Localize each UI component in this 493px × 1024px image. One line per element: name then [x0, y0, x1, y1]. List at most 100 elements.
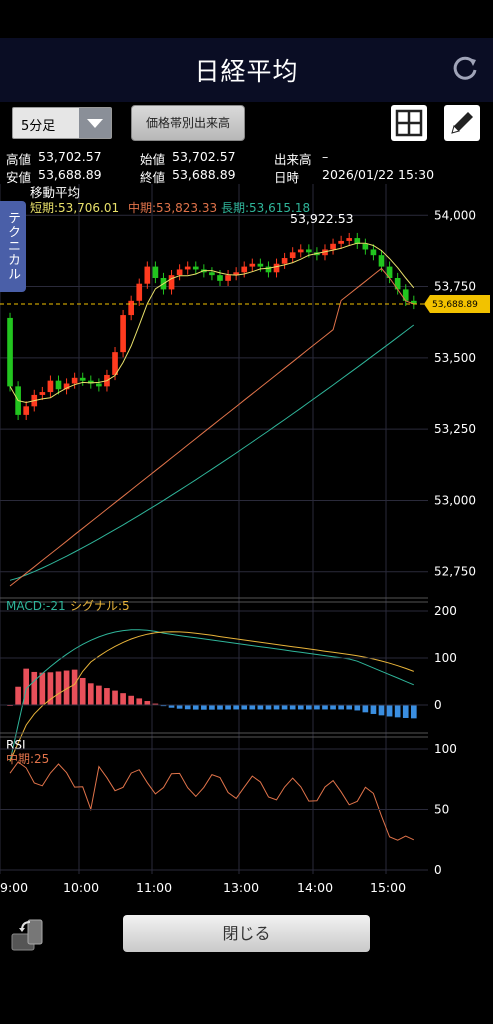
- candle-body: [112, 352, 118, 375]
- volume-profile-button[interactable]: 価格帯別出来高: [131, 105, 245, 141]
- macd-bar: [281, 705, 288, 710]
- macd-bar: [192, 705, 199, 710]
- candle-body: [209, 272, 215, 276]
- candle-body: [354, 238, 361, 244]
- y-tick-label: 53,000: [434, 493, 476, 507]
- macd-y-tick: 0: [434, 698, 442, 712]
- macd-bar: [386, 705, 393, 717]
- candle-body: [394, 278, 401, 290]
- x-axis: 9:00 10:00 11:00 13:00 14:00 15:00: [0, 880, 406, 894]
- technical-tab[interactable]: テクニカル: [0, 201, 26, 292]
- candle-body: [265, 266, 272, 273]
- y-tick-label: 53,250: [434, 422, 476, 436]
- macd-bar: [322, 705, 328, 710]
- rsi-line: [9, 761, 415, 841]
- candle-body: [144, 266, 151, 284]
- candle-body: [55, 380, 62, 390]
- open-value: 53,702.57: [172, 149, 236, 164]
- current-price-tag: 53,688.89: [424, 294, 490, 313]
- candle-body: [233, 272, 239, 276]
- candle-body: [168, 275, 175, 290]
- macd-y-tick: 200: [434, 604, 457, 618]
- macd-bar: [402, 705, 409, 718]
- refresh-icon[interactable]: [449, 52, 481, 84]
- chart-grid: [0, 184, 428, 874]
- macd-bar: [233, 705, 239, 710]
- candle-body: [136, 283, 143, 301]
- candle-body: [402, 289, 409, 301]
- candle-body: [386, 266, 393, 278]
- open-label: 始値: [140, 152, 166, 167]
- short-ma-label: 短期:53,706.01: [30, 201, 119, 215]
- current-price-tag-text: 53,688.89: [432, 300, 478, 310]
- macd-label: MACD:-21: [6, 599, 66, 613]
- interval-select-label: 5分足: [21, 119, 56, 134]
- macd-bar: [87, 683, 94, 705]
- macd-bar: [362, 705, 369, 713]
- page-title: 日経平均: [194, 57, 299, 86]
- rsi-y-tick: 50: [434, 803, 449, 817]
- candle-body: [63, 383, 70, 390]
- candle-body: [338, 240, 344, 244]
- macd-line: [9, 629, 414, 762]
- macd-bar: [257, 705, 264, 710]
- macd-bar: [15, 686, 21, 705]
- macd-bar: [306, 705, 312, 710]
- candle-body: [152, 266, 159, 278]
- macd-bar: [265, 705, 272, 710]
- macd-bar: [168, 705, 175, 708]
- candle-body: [330, 243, 336, 250]
- macd-bar: [354, 705, 361, 711]
- datetime-value: 2026/01/22 15:30: [322, 167, 435, 182]
- macd-bar: [144, 701, 151, 705]
- y-tick-label: 54,000: [434, 208, 476, 222]
- candle-body: [120, 315, 126, 353]
- macd-bar: [330, 705, 336, 710]
- candle-body: [241, 266, 248, 273]
- macd-bar: [104, 688, 110, 705]
- macd-y-axis: 200 100 0: [0, 604, 457, 712]
- rsi-mid-label: 中期:25: [6, 751, 49, 766]
- y-tick-label: 53,750: [434, 280, 476, 294]
- volume-label: 出来高: [274, 152, 312, 167]
- macd-signal-line: [9, 631, 414, 762]
- macd-bar: [346, 705, 353, 710]
- candle-body: [192, 266, 199, 270]
- chevron-down-icon: [79, 108, 111, 138]
- low-label: 安値: [6, 170, 32, 185]
- pencil-icon[interactable]: [444, 105, 480, 141]
- macd-bar: [370, 705, 377, 714]
- macd-bar: [249, 705, 256, 710]
- candle-body: [249, 263, 256, 267]
- macd-bar: [128, 695, 134, 705]
- candle-body: [257, 263, 264, 267]
- technical-tab-label: テクニカル: [5, 211, 20, 281]
- close-button[interactable]: 閉じる: [123, 915, 370, 952]
- mid-ma-label: 中期:53,823.33: [128, 200, 217, 215]
- long-ma-label: 長期:53,615.18: [221, 201, 310, 215]
- rsi-y-axis: 100 50 0: [0, 742, 457, 877]
- high-value: 53,702.57: [38, 149, 102, 164]
- macd-bar: [79, 677, 86, 705]
- candle-body: [87, 380, 94, 384]
- macd-histogram: [7, 668, 417, 719]
- mid-ma-line: [9, 267, 414, 587]
- macd-bar: [201, 705, 207, 710]
- candle-body: [23, 406, 30, 415]
- macd-bar: [225, 705, 231, 710]
- x-tick-label: 10:00: [63, 880, 99, 894]
- macd-bar: [112, 690, 118, 705]
- grid-icon[interactable]: [391, 105, 427, 141]
- candle-body: [96, 383, 102, 387]
- rotate-screen-icon[interactable]: [10, 916, 48, 954]
- close-label: 終値: [140, 170, 166, 185]
- macd-bar: [338, 705, 344, 710]
- close-value: 53,688.89: [172, 167, 236, 182]
- candle-body: [176, 269, 183, 276]
- macd-bar: [273, 705, 280, 710]
- candle-body: [306, 249, 312, 253]
- low-value: 53,688.89: [38, 167, 102, 182]
- interval-select[interactable]: 5分足: [12, 107, 112, 139]
- chart-area[interactable]: 53,688.89 移動平均 短期:53,706.01 中期:53,823.33…: [0, 184, 493, 894]
- macd-bar: [184, 705, 191, 710]
